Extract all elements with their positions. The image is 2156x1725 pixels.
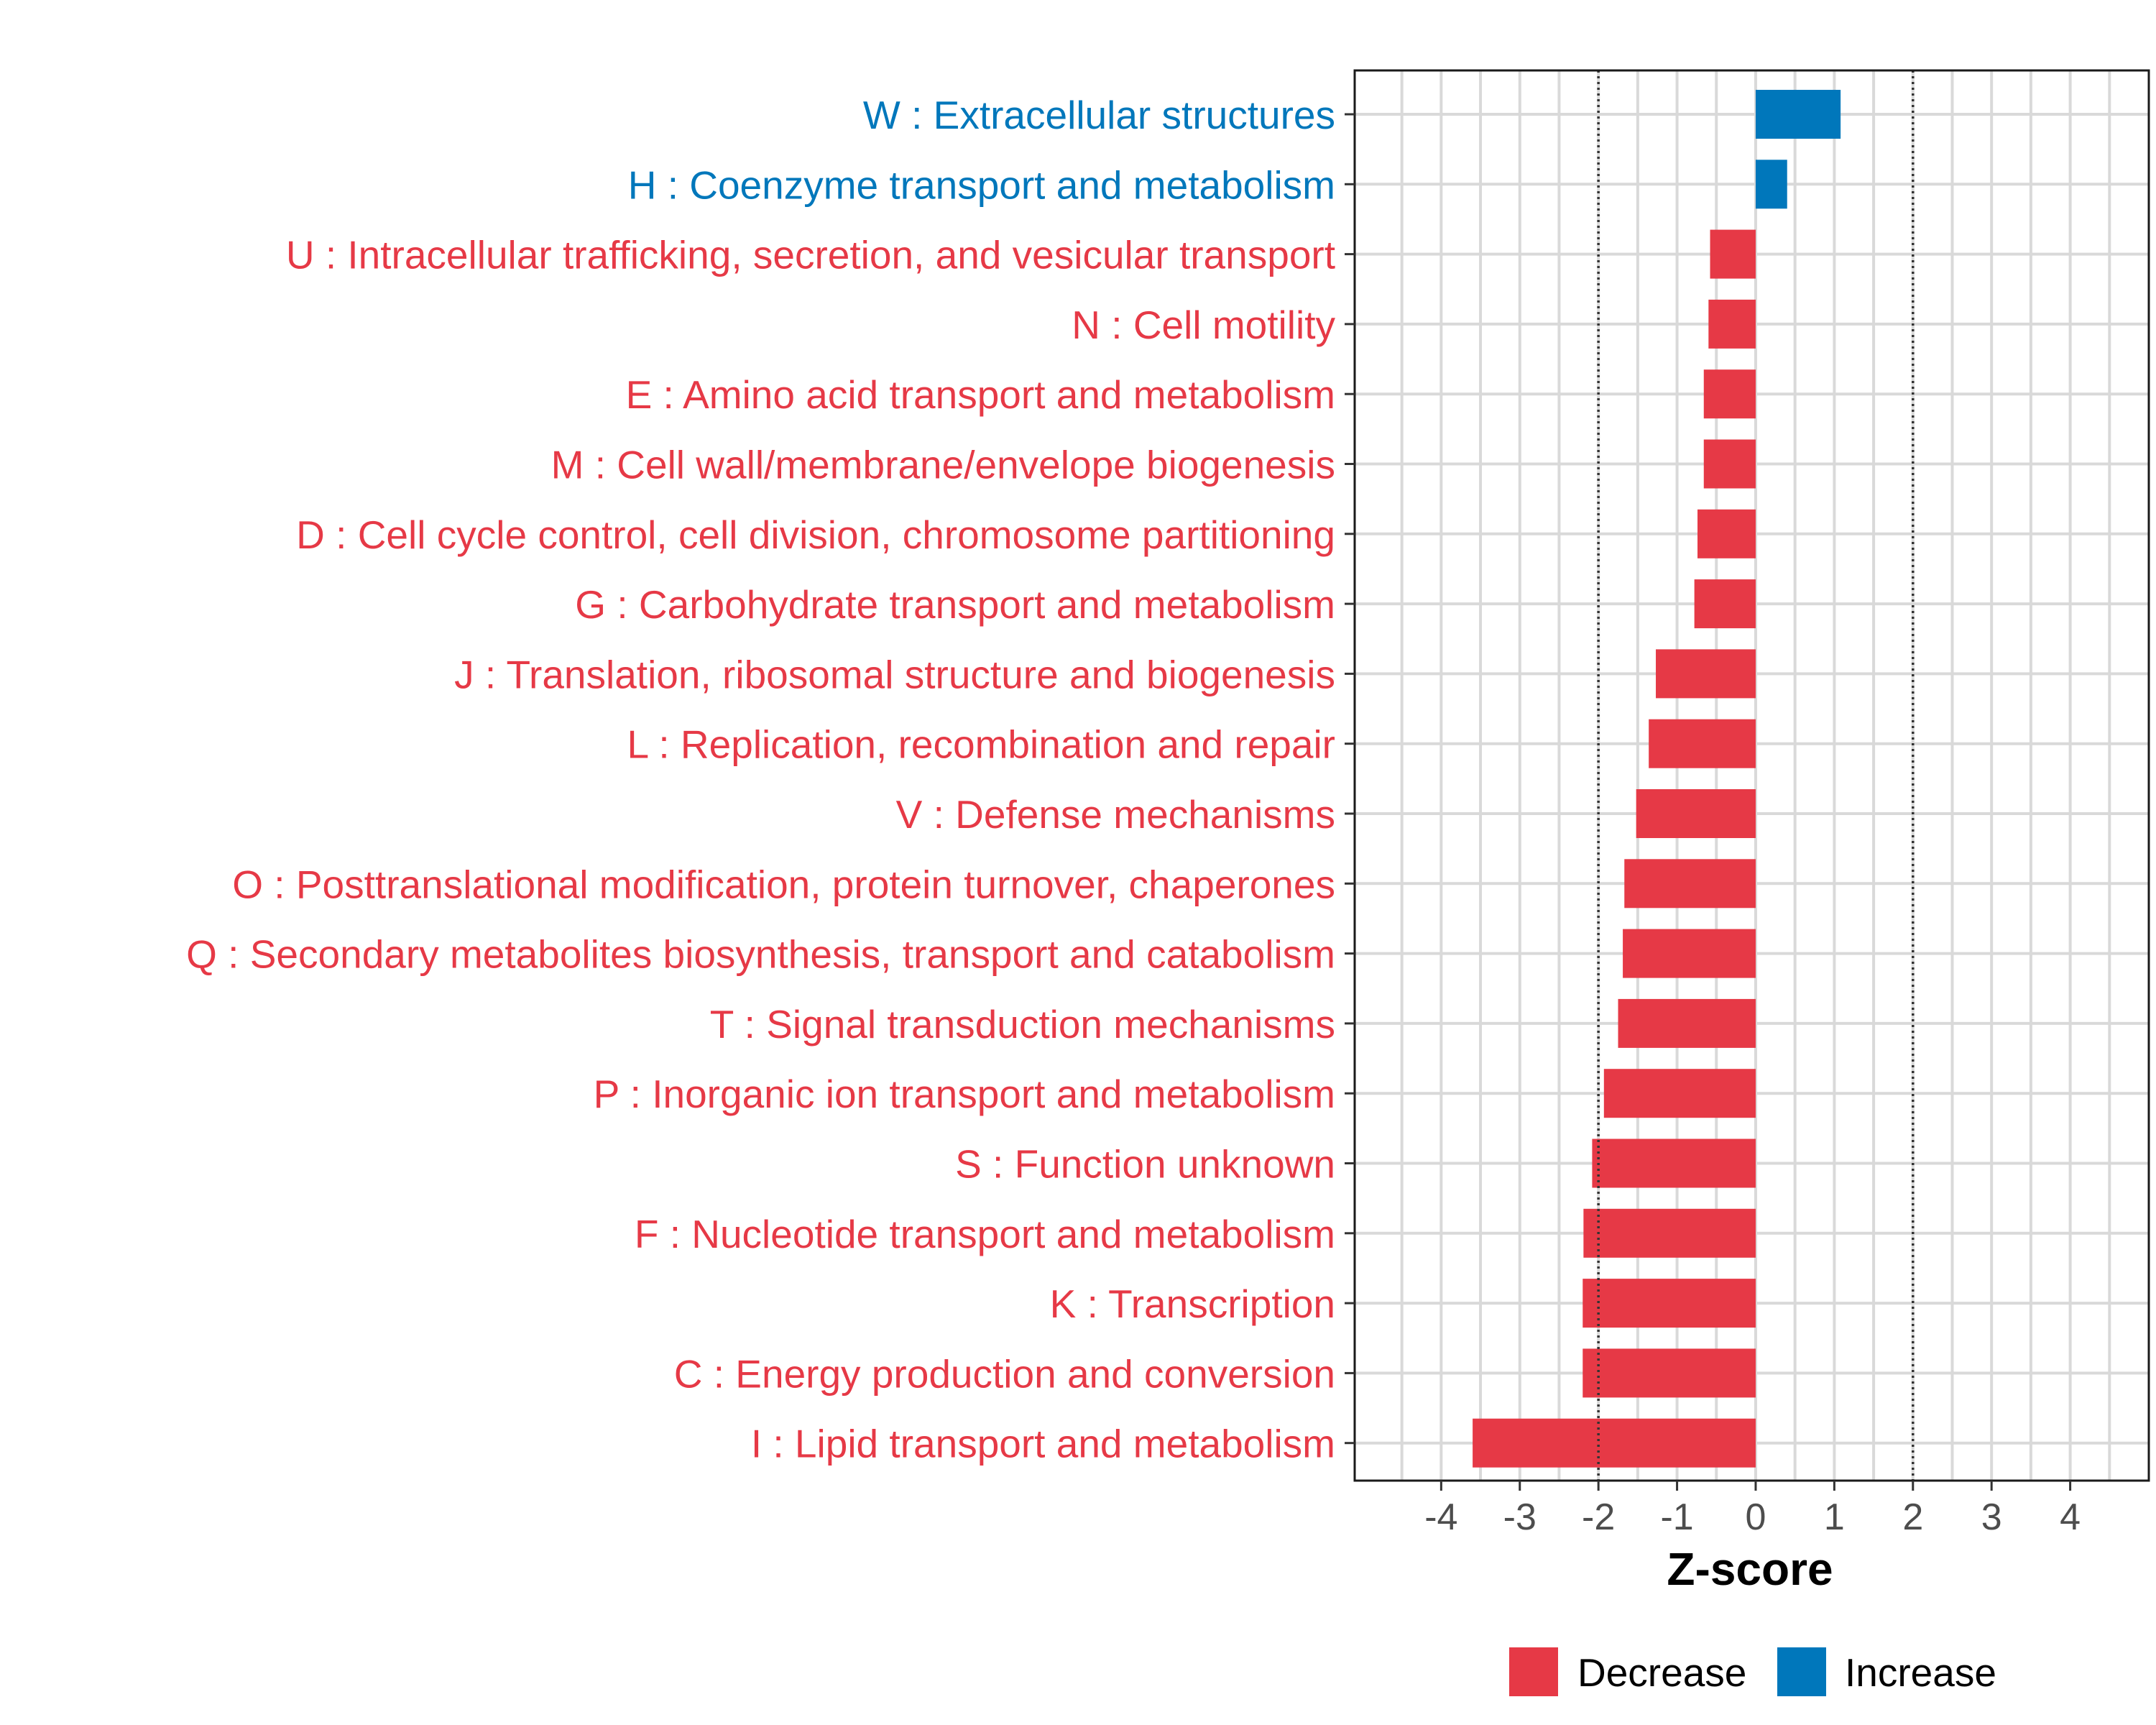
y-axis-label: F : Nucleotide transport and metabolism [635,1212,1335,1256]
y-axis-label: J : Translation, ribosomal structure and… [454,652,1335,696]
y-axis-labels: W : Extracellular structures H : Coenzyme… [186,93,1355,1466]
y-axis-label: O : Posttranslational modification, prot… [232,862,1335,906]
y-axis-label: G : Carbohydrate transport and metabolis… [575,582,1335,627]
bar [1694,579,1756,629]
legend-label: Decrease [1577,1650,1746,1695]
y-axis-label: N : Cell motility [1072,303,1335,347]
bar [1473,1418,1756,1468]
bar [1710,229,1756,279]
y-axis-label: T : Signal transduction mechanisms [710,1002,1335,1046]
y-axis-label: U : Intracellular trafficking, secretion… [286,233,1335,277]
bar [1703,439,1756,489]
bar [1618,998,1756,1048]
bar [1636,789,1756,838]
bar [1755,90,1841,139]
bar [1583,1279,1756,1328]
bar [1603,1069,1756,1118]
y-axis-label: E : Amino acid transport and metabolism [626,372,1335,417]
y-axis-label: D : Cell cycle control, cell division, c… [296,512,1335,557]
plot-panel-border [1353,69,2150,1482]
x-axis-tick-label: 4 [2060,1496,2081,1538]
x-axis-tick-label: 0 [1746,1496,1766,1538]
bar [1656,649,1756,699]
legend-swatch [1509,1647,1558,1696]
y-axis-label: V : Defense mechanisms [896,792,1335,837]
bar [1592,1138,1756,1188]
y-axis-label: M : Cell wall/membrane/envelope biogenes… [551,443,1335,487]
y-axis-label: H : Coenzyme transport and metabolism [628,162,1335,207]
bar [1649,719,1756,768]
bar [1624,859,1756,908]
bars [1473,90,1841,1468]
bar [1755,160,1787,209]
y-axis-label: P : Inorganic ion transport and metaboli… [594,1072,1335,1116]
y-axis-label: I : Lipid transport and metabolism [751,1422,1335,1466]
x-axis-tick-label: -4 [1424,1496,1457,1538]
x-axis-tick-label: -3 [1503,1496,1537,1538]
legend-label: Increase [1845,1650,1996,1695]
y-axis-label: C : Energy production and conversion [674,1351,1335,1396]
bar [1583,1348,1756,1398]
x-axis-tick-label: 2 [1902,1496,1923,1538]
bar [1708,299,1756,349]
x-axis-tick-label: -1 [1660,1496,1693,1538]
y-axis-label: S : Function unknown [955,1142,1335,1187]
x-axis-ticks: -4 -3 -2 -1 0 1 2 3 4 [1424,1481,2081,1538]
y-axis-label: W : Extracellular structures [863,93,1335,137]
x-axis-tick-label: 3 [1981,1496,2002,1538]
bar [1583,1208,1756,1258]
bar [1703,369,1756,419]
x-axis-title: Z-score [1667,1543,1833,1595]
x-axis-tick-label: -2 [1582,1496,1615,1538]
legend-swatch [1777,1647,1826,1696]
bar [1697,509,1756,558]
y-axis-label: L : Replication, recombination and repai… [627,722,1335,767]
legend: Decrease Increase [1509,1647,1996,1696]
y-axis-label: K : Transcription [1050,1282,1335,1326]
bar [1623,929,1756,978]
x-axis-tick-label: 1 [1824,1496,1845,1538]
y-axis-label: Q : Secondary metabolites biosynthesis, … [186,932,1335,977]
